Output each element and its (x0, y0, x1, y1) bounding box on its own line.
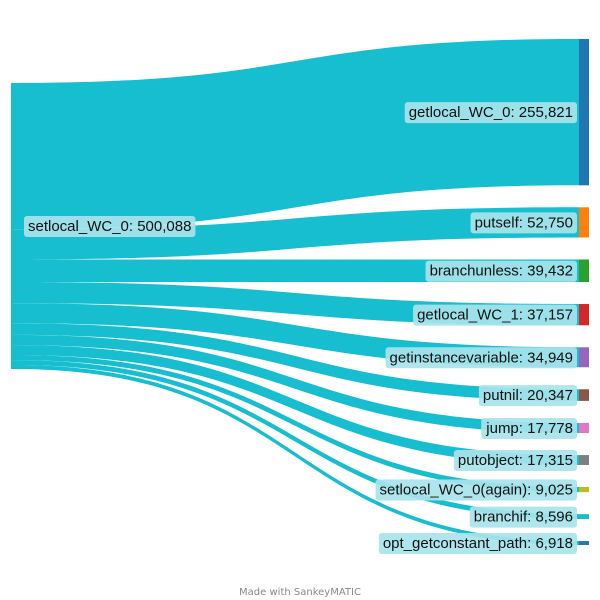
flow-putobject (13, 345, 579, 465)
label-text-putself: putself: 52,750 (475, 214, 573, 231)
labels-group: getlocal_WC_0: 255,821 putself: 52,750 bra… (24, 102, 577, 555)
node-jump (579, 422, 589, 434)
label-getlocal-wc-0: getlocal_WC_0: 255,821 (404, 102, 577, 124)
node-getlocal-wc-1 (579, 304, 589, 326)
label-text-putnil: putnil: 20,347 (483, 387, 573, 404)
label-text-setlocal-wc-0-again: setlocal_WC_0(again): 9,025 (380, 482, 573, 499)
credit-text: Made with SankeyMATIC (239, 587, 361, 598)
node-putnil (579, 389, 589, 401)
node-getlocal-wc-0 (579, 39, 589, 186)
label-setlocal-wc-0-again: setlocal_WC_0(again): 9,025 (375, 479, 577, 501)
node-putself (579, 207, 589, 238)
label-text-getlocal-wc-0: getlocal_WC_0: 255,821 (409, 104, 573, 121)
node-setlocal-wc-0-again (579, 486, 589, 493)
node-branchif (579, 514, 589, 520)
label-text-putobject: putobject: 17,315 (458, 452, 573, 469)
label-getlocal-wc-1: getlocal_WC_1: 37,157 (413, 304, 577, 326)
node-getinstancevariable (579, 347, 589, 368)
label-putnil: putnil: 20,347 (478, 385, 577, 407)
node-branchunless (579, 259, 589, 283)
flow-getlocal-wc-0 (13, 39, 579, 230)
node-putobject (579, 455, 589, 465)
label-putobject: putobject: 17,315 (453, 450, 577, 472)
label-branchif: branchif: 8,596 (469, 506, 577, 528)
label-jump: jump: 17,778 (481, 417, 577, 439)
flow-jump (13, 334, 579, 434)
label-text-branchunless: branchunless: 39,432 (430, 263, 573, 280)
label-branchunless: branchunless: 39,432 (425, 260, 577, 282)
label-text-jump: jump: 17,778 (485, 420, 573, 437)
label-text-setlocal-wc-0: setlocal_WC_0: 500,088 (28, 218, 191, 235)
flow-putnil (13, 323, 579, 401)
node-setlocal-wc-0 (11, 83, 13, 369)
label-text-branchif: branchif: 8,596 (474, 509, 573, 526)
flow-putself (13, 207, 579, 260)
flow-branchif (13, 360, 579, 520)
label-text-opt-getconstant-path: opt_getconstant_path: 6,918 (383, 535, 573, 552)
label-putself: putself: 52,750 (470, 212, 577, 234)
flow-setlocal-wc-0-again (13, 354, 579, 493)
label-setlocal-wc-0: setlocal_WC_0: 500,088 (24, 216, 196, 237)
label-text-getlocal-wc-1: getlocal_WC_1: 37,157 (417, 307, 573, 324)
label-opt-getconstant-path: opt_getconstant_path: 6,918 (378, 533, 577, 555)
node-opt-getconstant-path (579, 541, 589, 545)
nodes-group (11, 39, 589, 545)
flow-opt-getconstant-path (13, 365, 579, 545)
label-text-getinstancevariable: getinstancevariable: 34,949 (390, 349, 573, 366)
label-getinstancevariable: getinstancevariable: 34,949 (385, 347, 577, 369)
